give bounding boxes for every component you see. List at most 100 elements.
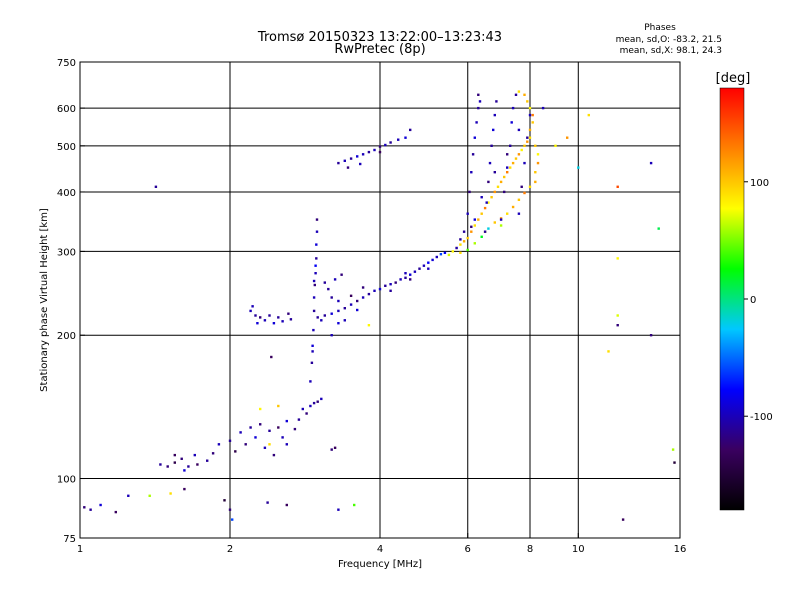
data-point xyxy=(616,314,619,317)
data-point xyxy=(353,503,356,507)
data-point xyxy=(249,426,252,429)
data-point xyxy=(217,443,221,446)
data-point xyxy=(349,157,353,160)
data-point xyxy=(337,508,340,511)
data-point xyxy=(316,400,319,403)
data-point xyxy=(330,296,333,299)
data-point xyxy=(343,319,346,322)
data-point xyxy=(490,144,493,147)
data-point xyxy=(462,240,466,243)
data-point xyxy=(483,206,487,210)
x-tick-label: 16 xyxy=(674,544,687,555)
data-point xyxy=(523,93,526,96)
data-point xyxy=(312,328,315,332)
data-point xyxy=(466,212,469,215)
data-point xyxy=(488,161,492,165)
colorbar-ticks: 100 0 -100 xyxy=(744,178,773,423)
data-point xyxy=(657,227,660,230)
data-point xyxy=(459,251,462,254)
data-point xyxy=(148,494,151,497)
data-point xyxy=(114,510,117,514)
data-point xyxy=(277,316,280,319)
data-point xyxy=(404,272,407,275)
data-point xyxy=(389,289,392,292)
x-tick-label: 10 xyxy=(572,544,585,555)
data-point xyxy=(268,314,271,317)
data-point xyxy=(263,446,267,449)
data-point xyxy=(447,253,451,257)
y-tick-label: 400 xyxy=(57,188,76,199)
data-point xyxy=(409,273,412,276)
data-point xyxy=(422,264,426,267)
data-point xyxy=(409,128,412,132)
data-point xyxy=(259,316,262,319)
data-point xyxy=(316,316,319,319)
data-point xyxy=(266,501,269,504)
data-point xyxy=(480,212,483,215)
data-point xyxy=(459,238,462,241)
data-point xyxy=(470,230,473,233)
data-point xyxy=(301,407,304,411)
data-point xyxy=(671,448,675,451)
data-point xyxy=(263,319,267,322)
data-point xyxy=(480,235,483,238)
data-point xyxy=(470,225,473,228)
data-point xyxy=(492,128,495,132)
data-point xyxy=(517,198,521,201)
data-point xyxy=(477,218,480,221)
y-tick-label: 75 xyxy=(63,534,76,545)
data-point xyxy=(470,171,473,174)
data-point xyxy=(517,128,521,132)
data-point xyxy=(196,463,199,466)
data-point xyxy=(487,227,490,230)
data-point xyxy=(330,334,333,337)
data-point xyxy=(466,236,469,240)
data-point xyxy=(89,508,92,511)
phase-legend-line-o: mean, sd,O: -83.2, 21.5 xyxy=(616,35,722,45)
data-point xyxy=(373,289,376,292)
data-point xyxy=(473,224,476,227)
data-point xyxy=(526,140,529,143)
y-tick-label: 600 xyxy=(57,104,76,115)
data-point xyxy=(281,436,284,439)
data-point xyxy=(480,196,483,199)
data-point xyxy=(471,153,475,156)
data-point xyxy=(459,243,462,246)
data-point xyxy=(531,121,534,124)
y-tick-label: 750 xyxy=(57,58,76,69)
data-point xyxy=(536,161,540,165)
data-point xyxy=(169,492,172,495)
data-point xyxy=(378,150,382,154)
data-point xyxy=(649,161,653,165)
data-point xyxy=(587,113,590,117)
data-point xyxy=(616,185,619,188)
data-point xyxy=(327,287,330,291)
data-point xyxy=(166,465,169,468)
data-point xyxy=(397,138,400,141)
data-point xyxy=(514,93,518,96)
chart-title: Tromsø 20150323 13:22:00–13:23:43 xyxy=(257,30,502,45)
data-point xyxy=(270,355,273,359)
data-point xyxy=(536,153,540,156)
data-point xyxy=(312,309,316,313)
data-point xyxy=(281,320,284,323)
data-point xyxy=(234,450,237,453)
data-point xyxy=(314,264,317,267)
data-point xyxy=(616,257,619,260)
data-point xyxy=(431,258,434,262)
x-tick-label: 4 xyxy=(377,544,383,555)
data-point xyxy=(577,166,580,169)
data-point xyxy=(404,276,407,279)
data-point xyxy=(496,185,500,188)
data-point xyxy=(435,255,438,259)
data-point xyxy=(323,314,326,317)
data-point xyxy=(487,201,490,204)
data-point xyxy=(312,401,316,405)
data-point xyxy=(511,205,515,209)
data-point xyxy=(314,272,317,275)
data-point xyxy=(289,318,293,321)
data-point xyxy=(389,141,392,144)
data-point xyxy=(534,171,537,174)
data-point xyxy=(487,180,490,184)
data-point xyxy=(346,166,350,169)
